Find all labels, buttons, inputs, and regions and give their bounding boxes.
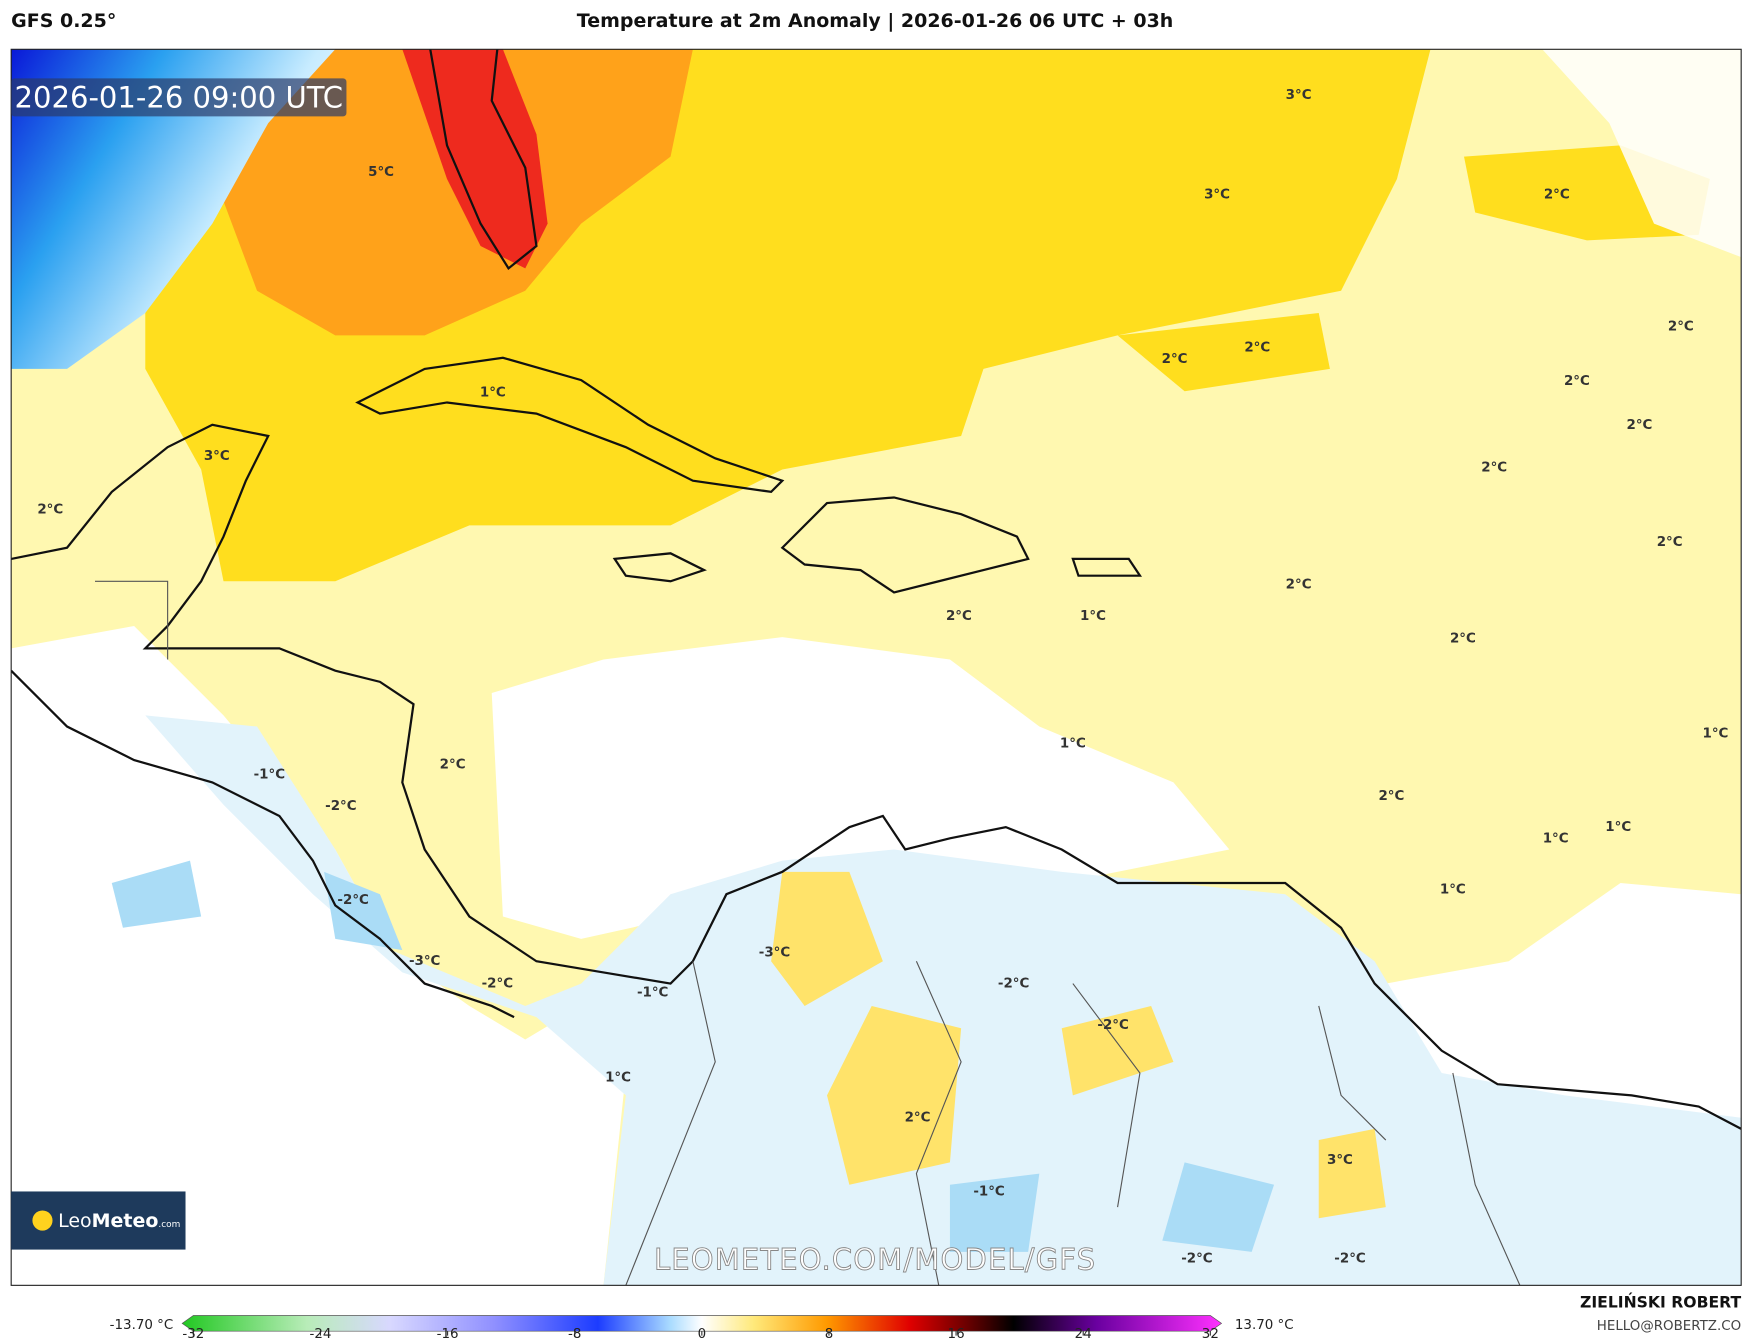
map-label: 1°C [1440, 883, 1466, 898]
map-label: 2°C [1627, 418, 1653, 433]
map-label: -2°C [1181, 1252, 1212, 1267]
map-label: 1°C [1060, 736, 1086, 751]
colorbar: -13.70 °C 13.70 °C -32 -24 -16 -8 0 8 16 24 32 [110, 1315, 1294, 1338]
map-label: -2°C [325, 799, 356, 814]
map-label: 2°C [946, 609, 972, 624]
email: HELLO@ROBERTZ.CO [1597, 1319, 1741, 1334]
author: ZIELIŃSKI ROBERT [1580, 1293, 1742, 1312]
map: 3°C 5°C 3°C 2°C 2°C 2°C 2°C 2°C 1°C 2°C 3°C 2°C 2°C 2… [11, 49, 1742, 1286]
map-label: -3°C [409, 954, 440, 969]
warm-patch [771, 871, 1386, 1219]
logo-brand: Leo [58, 1210, 92, 1232]
cold-field [11, 49, 336, 369]
logo: LeoMeteo.com [11, 1191, 186, 1250]
map-label: 2°C [1668, 319, 1694, 334]
map-label: -1°C [254, 768, 285, 783]
watermark: LEOMETEO.COM/MODEL/GFS [654, 1243, 1096, 1277]
map-label: 1°C [1703, 726, 1729, 741]
hottest-field [402, 49, 548, 269]
map-label: 3°C [1327, 1153, 1353, 1168]
colorbar-tick-label: 24 [1075, 1327, 1092, 1338]
warm-field [1117, 313, 1330, 392]
map-label: 1°C [605, 1070, 631, 1085]
map-label: 5°C [368, 165, 394, 180]
map-label: 2°C [905, 1111, 931, 1126]
map-frame [10, 48, 1742, 1286]
map-label: 1°C [1543, 831, 1569, 846]
neutral-field [11, 625, 626, 1286]
colorbar-tick-label: 0 [698, 1327, 707, 1338]
colorbar-tick-label: 32 [1202, 1327, 1219, 1338]
colorbar-tick-label: -16 [437, 1327, 459, 1338]
map-label: -1°C [973, 1184, 1004, 1199]
colorbar-tick-label: 16 [948, 1327, 965, 1338]
colorbar-tick-label: 8 [825, 1327, 834, 1338]
map-label: -2°C [1097, 1018, 1128, 1033]
map-label: 3°C [1204, 188, 1230, 203]
colorbar-max: 13.70 °C [1235, 1318, 1294, 1333]
neutral-field [491, 637, 1230, 939]
map-label: 1°C [1080, 609, 1106, 624]
map-label: 2°C [1657, 535, 1683, 550]
map-label: 2°C [1286, 578, 1312, 593]
map-label: 2°C [1450, 631, 1476, 646]
map-label: 3°C [1286, 88, 1312, 103]
map-label: 2°C [440, 758, 466, 773]
model-name: GFS 0.25° [11, 10, 116, 32]
colorbar-tick-label: -24 [310, 1327, 332, 1338]
map-title: Temperature at 2m Anomaly | 2026-01-26 0… [577, 10, 1174, 32]
logo-suffix: .com [158, 1220, 180, 1230]
map-label: 2°C [1162, 352, 1188, 367]
map-label: 3°C [204, 449, 230, 464]
map-label: 2°C [1544, 188, 1570, 203]
map-label: -1°C [637, 986, 668, 1001]
map-label: 1°C [1605, 820, 1631, 835]
timestamp-box [11, 78, 347, 117]
colorbar-tick-label: -8 [568, 1327, 581, 1338]
map-label: -2°C [337, 893, 368, 908]
borders [94, 580, 1521, 1286]
colorbar-min: -13.70 °C [110, 1318, 174, 1333]
map-label: -2°C [482, 977, 513, 992]
svg-text:LeoMeteo.com: LeoMeteo.com [58, 1210, 180, 1232]
coastlines [11, 49, 1742, 1130]
map-labels: 3°C 5°C 3°C 2°C 2°C 2°C 2°C 2°C 1°C 2°C 3°C 2°C 2°C 2… [37, 88, 1728, 1266]
map-label: 2°C [1481, 460, 1507, 475]
map-label: 2°C [1564, 374, 1590, 389]
map-label: 2°C [1378, 789, 1404, 804]
map-label: -2°C [1334, 1252, 1365, 1267]
map-label: 1°C [480, 385, 506, 400]
neutral-field [1542, 49, 1742, 258]
map-label: 2°C [37, 503, 63, 518]
colorbar-tick-label: -32 [182, 1327, 204, 1338]
map-label: -2°C [998, 977, 1029, 992]
timestamp: 2026-01-26 09:00 UTC [15, 80, 344, 114]
map-label: -3°C [759, 945, 790, 960]
logo-brand-bold: Meteo [92, 1210, 159, 1232]
map-label: 2°C [1244, 341, 1270, 356]
